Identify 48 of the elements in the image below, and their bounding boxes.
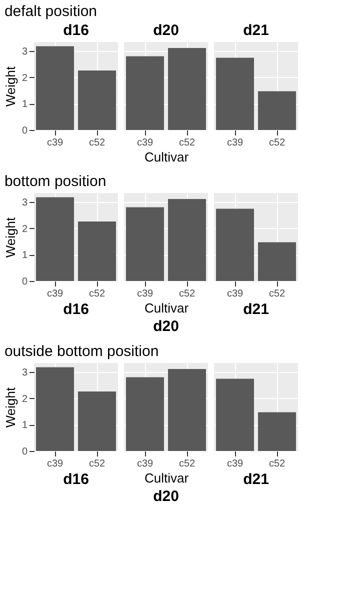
x-axis-title: Cultivar (144, 300, 190, 316)
x-tick-label: c52 (88, 458, 106, 470)
text: outside bottom position (4, 343, 159, 360)
x-tick-label: c39 (46, 138, 64, 148)
text: d16 (63, 301, 89, 318)
text: d20 (153, 318, 179, 335)
x-tick-label: c52 (88, 288, 106, 300)
x-tick-label: c39 (136, 458, 154, 470)
y-tick-label: 2 (22, 224, 28, 235)
chart-title: d21 (243, 22, 269, 39)
y-axis-title: Weight (2, 387, 18, 428)
x-tick-label: c39 (226, 138, 244, 148)
y-tick-label: 0 (22, 446, 28, 458)
y-tick-label: 0 (22, 126, 28, 136)
text: bottom position (4, 173, 106, 190)
y-tick-label: 0 (22, 276, 28, 288)
x-tick-label: c39 (46, 288, 64, 300)
y-tick-label: 3 (22, 197, 28, 208)
chart-title: d20 (153, 22, 179, 39)
y-tick-label: 1 (22, 250, 28, 262)
text: d21 (243, 471, 269, 488)
text: defalt position (4, 3, 98, 20)
x-tick-label: c52 (178, 138, 196, 148)
x-axis-title: Cultivar (144, 470, 190, 486)
y-tick-label: 3 (22, 367, 28, 378)
y-tick-label: 1 (22, 420, 28, 432)
x-tick-label: c52 (178, 288, 196, 300)
y-axis-title: Weight (2, 217, 18, 258)
x-tick-label: c39 (226, 288, 244, 300)
y-tick-label: 2 (22, 394, 28, 405)
x-tick-label: c52 (178, 458, 196, 470)
x-tick-label: c52 (268, 288, 286, 300)
y-axis-title: Weight (2, 66, 18, 107)
x-tick-label: c39 (136, 138, 154, 148)
x-tick-label: c52 (268, 138, 286, 148)
x-tick-label: c39 (46, 458, 64, 470)
text: d16 (63, 471, 89, 488)
x-tick-label: c39 (226, 458, 244, 470)
y-tick-label: 2 (22, 72, 28, 84)
x-tick-label: c52 (88, 138, 106, 148)
y-tick-label: 3 (22, 46, 28, 58)
text: d21 (243, 301, 269, 318)
x-tick-label: c39 (136, 288, 154, 300)
y-tick-label: 1 (22, 99, 28, 110)
x-tick-label: c52 (268, 458, 286, 470)
chart-title: d16 (63, 22, 89, 39)
x-axis-title: Cultivar (144, 150, 190, 164)
text: d20 (153, 488, 179, 505)
